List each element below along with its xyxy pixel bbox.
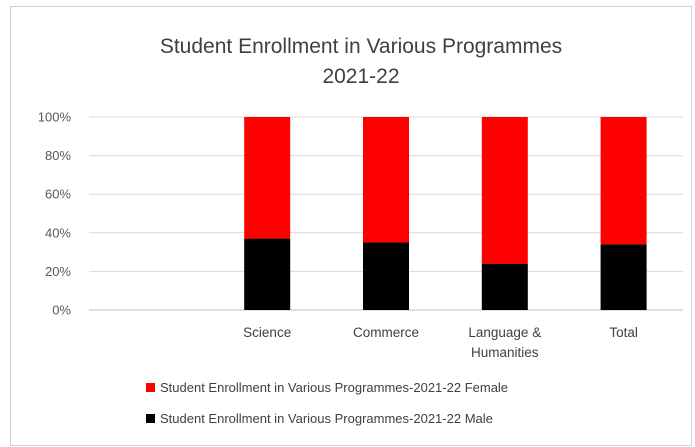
category-label: Total (609, 325, 638, 340)
bar-layer (244, 117, 647, 310)
bar-segment (244, 238, 291, 310)
axis-layer: 0% 20% 40% 60% 80% 100% (38, 110, 72, 318)
bar-segment (363, 117, 409, 243)
chart-title: Student Enrollment in Various Programmes (160, 35, 562, 58)
chart-frame: Student Enrollment in Various Programmes… (10, 6, 692, 446)
bar-segment (363, 242, 409, 310)
bar-segment (600, 244, 647, 310)
bar-segment (481, 117, 528, 264)
y-tick-label: 80% (45, 148, 71, 163)
bar-segment (481, 263, 528, 310)
bar-segment (600, 117, 647, 245)
bar-segment (244, 117, 291, 239)
y-tick-label: 20% (45, 264, 71, 279)
category-label: Language & (468, 325, 541, 340)
category-label: Humanities (471, 345, 539, 360)
chart-subtitle: 2021-22 (322, 65, 399, 88)
chart-svg: Student Enrollment in Various Programmes… (38, 35, 683, 426)
y-tick-label: 60% (45, 187, 71, 202)
legend-swatch (146, 414, 155, 423)
y-tick-label: 40% (45, 225, 71, 240)
category-label: Commerce (353, 325, 419, 340)
y-tick-label: 0% (52, 303, 71, 318)
legend-swatch (146, 383, 155, 392)
category-label: Science (243, 325, 291, 340)
legend: Student Enrollment in Various Programmes… (146, 380, 508, 426)
legend-label: Student Enrollment in Various Programmes… (160, 380, 508, 395)
y-tick-label: 100% (38, 110, 72, 125)
legend-label: Student Enrollment in Various Programmes… (160, 411, 493, 426)
category-labels: Science Commerce Language & Humanities Total (243, 325, 638, 360)
